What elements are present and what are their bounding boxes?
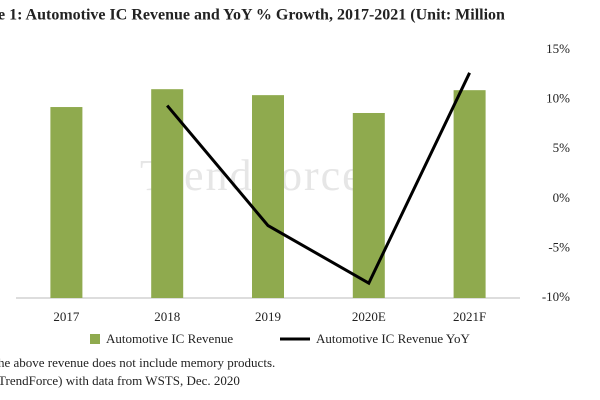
note: he above revenue does not include memory…	[0, 355, 275, 370]
line	[166, 72, 471, 286]
y2-tick-label: 5%	[553, 140, 571, 155]
x-tick-label: 2019	[255, 309, 281, 324]
chart-title: e 1: Automotive IC Revenue and YoY % Gro…	[0, 7, 505, 24]
y2-tick-label: 0%	[553, 190, 571, 205]
bar	[151, 89, 184, 299]
legend-label: Automotive IC Revenue YoY	[316, 331, 470, 346]
bar	[453, 90, 486, 299]
y2-tick-label: 15%	[546, 41, 570, 56]
y2-tick-label: 10%	[546, 91, 570, 106]
bar	[50, 107, 83, 298]
note: TrendForce) with data from WSTS, Dec. 20…	[0, 373, 240, 388]
y2-tick-label: -10%	[542, 289, 570, 304]
y2-tick-label: -5%	[548, 239, 570, 254]
legend-label: Automotive IC Revenue	[106, 331, 233, 346]
x-tick-label: 2020E	[352, 309, 386, 324]
legend-swatch	[90, 334, 100, 344]
bar	[352, 112, 385, 298]
bar	[252, 95, 284, 298]
x-tick-label: 2021F	[453, 309, 486, 324]
x-tick-label: 2018	[154, 309, 180, 324]
x-tick-label: 2017	[53, 309, 80, 324]
